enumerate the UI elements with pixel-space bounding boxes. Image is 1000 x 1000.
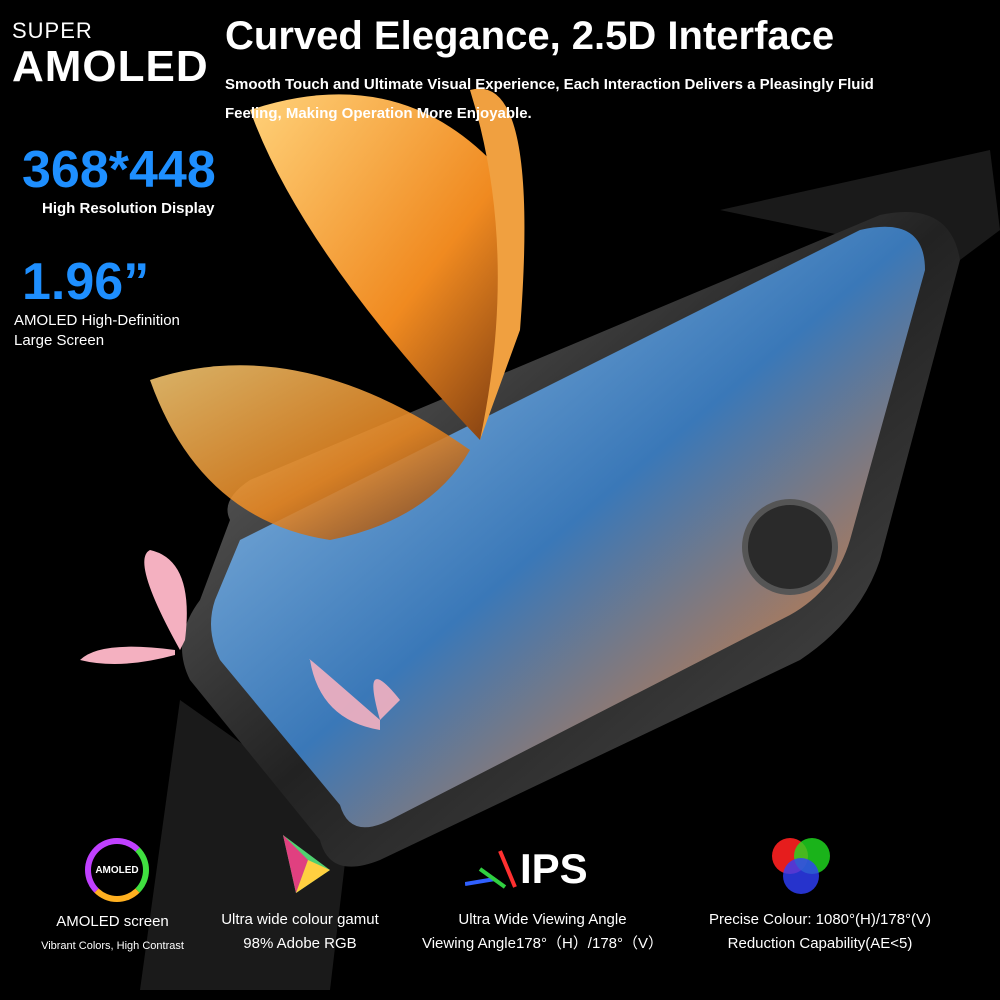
subtitle: Smooth Touch and Ultimate Visual Experie… — [225, 76, 874, 122]
feature-amoled: AMOLED screen Vibrant Colors, High Contra… — [20, 910, 205, 958]
ips-icon: IPS — [465, 845, 588, 893]
butterfly-pink-small — [80, 550, 187, 664]
icon-text: AMOLED — [95, 864, 139, 876]
color-gamut-triangle-icon — [283, 835, 330, 893]
icon-text: IPS — [520, 845, 588, 892]
screen-size-label: AMOLED High-Definition Large Screen — [14, 312, 180, 349]
feature-detail: Reduction Capability(AE<5) — [727, 935, 913, 952]
feature-title: Precise Colour: 1080°(H)/178°(V) — [708, 911, 932, 928]
amoled-logo: AMOLED — [12, 42, 209, 91]
super-label: SUPER — [12, 18, 93, 43]
super-amoled-icon: AMOLED — [85, 838, 149, 902]
feature-title: Ultra wide colour gamut — [221, 911, 379, 928]
feature-detail: Vibrant Colors, High Contrast — [41, 940, 184, 952]
feature-gamut: Ultra wide colour gamut 98% Adobe RGB — [205, 908, 395, 956]
crown-button — [742, 499, 838, 595]
butterfly-pink-low — [308, 658, 400, 730]
feature-title: Ultra Wide Viewing Angle — [458, 911, 627, 928]
feature-precise-colour: Precise Colour: 1080°(H)/178°(V) Reductio… — [680, 908, 960, 956]
feature-detail: 98% Adobe RGB — [243, 935, 357, 952]
feature-title: AMOLED screen — [56, 913, 169, 930]
page-title: Curved Elegance, 2.5D Interface — [225, 14, 835, 58]
rgb-circles-icon — [772, 838, 830, 894]
feature-detail: Viewing Angle178°（H）/178°（V） — [421, 935, 664, 952]
watch-screen — [211, 226, 925, 828]
feature-viewing-angle: Ultra Wide Viewing Angle Viewing Angle178… — [410, 908, 675, 956]
resolution-value: 368*448 — [22, 141, 216, 199]
butterfly-orange — [150, 88, 525, 540]
resolution-label: High Resolution Display — [42, 200, 215, 217]
screen-size-value: 1.96” — [22, 253, 150, 311]
